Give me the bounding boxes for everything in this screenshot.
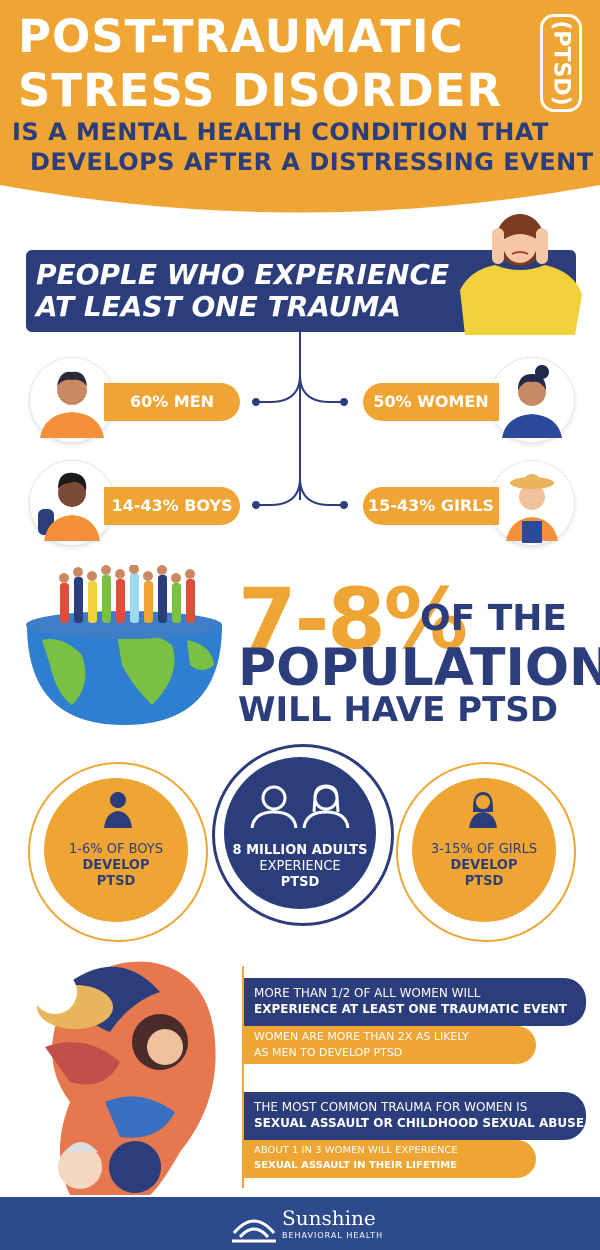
- acronym: (PTSD): [548, 20, 574, 106]
- fact2-line1: WOMEN ARE MORE THAN 2X AS LIKELY: [254, 1030, 469, 1043]
- man-icon: [40, 371, 104, 438]
- man-avatar: [30, 358, 114, 442]
- fact3-box: [244, 1092, 586, 1140]
- stressed-woman-illustration: [460, 214, 582, 335]
- fact3-line2: SEXUAL ASSAULT OR CHILDHOOD SEXUAL ABUSE: [254, 1116, 585, 1130]
- footer-bar: [0, 1197, 600, 1250]
- boy-avatar: [30, 461, 114, 545]
- girl-silhouette-icon: [469, 792, 497, 828]
- fact4-box: [244, 1140, 536, 1178]
- boys-circle-line2: DEVELOP: [82, 858, 150, 873]
- boys-circle-line3: PTSD: [96, 874, 136, 889]
- adults-circle: [224, 757, 376, 909]
- subtitle-line1: IS A MENTAL HEALTH CONDITION THAT: [12, 118, 549, 146]
- adults-icon: [250, 784, 350, 829]
- boy-icon: [38, 472, 100, 541]
- title-line2: STRESS DISORDER: [18, 64, 503, 117]
- girls-circle-line2: DEVELOP: [450, 858, 518, 873]
- boys-stat: 14-43% BOYS: [104, 487, 240, 525]
- fact1-line2: EXPERIENCE AT LEAST ONE TRAUMATIC EVENT: [254, 1002, 567, 1016]
- adults-circle-line2: EXPERIENCE: [259, 859, 341, 874]
- trauma-banner-line1: PEOPLE WHO EXPERIENCE: [36, 258, 450, 291]
- adults-circle-line1: 8 MILLION ADULTS: [232, 843, 368, 858]
- fact4-line1: ABOUT 1 IN 3 WOMEN WILL EXPERIENCE: [254, 1145, 458, 1156]
- girl-avatar: [490, 461, 574, 545]
- girls-circle-line3: PTSD: [464, 874, 504, 889]
- fact4-line2: SEXUAL ASSAULT IN THEIR LIFETIME: [254, 1160, 457, 1171]
- subtitle-line2: DEVELOPS AFTER A DISTRESSING EVENT: [30, 148, 594, 176]
- globe-with-people-illustration: [26, 565, 222, 725]
- girls-circle-line1: 3-15% OF GIRLS: [430, 842, 538, 857]
- sunshine-logo-icon: [232, 1219, 276, 1243]
- women-section-divider: [242, 966, 244, 1188]
- header-background: [0, 0, 600, 213]
- fact1-box: [244, 978, 586, 1026]
- fact2-line2: AS MEN TO DEVELOP PTSD: [254, 1046, 403, 1059]
- women-faces-illustration: [33, 961, 216, 1195]
- population-percent: 7-8%: [238, 570, 468, 668]
- girls-stat: 15-43% GIRLS: [363, 487, 499, 525]
- fact3-line1: THE MOST COMMON TRAUMA FOR WOMEN IS: [254, 1100, 528, 1114]
- population-line2: POPULATION: [238, 638, 600, 698]
- population-of-the: OF THE: [420, 598, 568, 639]
- brand-name: Sunshine: [282, 1206, 376, 1230]
- fact2-box: [244, 1026, 536, 1064]
- adults-circle-line3: PTSD: [280, 875, 320, 890]
- woman-avatar: [490, 358, 574, 442]
- population-line3: WILL HAVE PTSD: [238, 690, 558, 730]
- acronym-box: [540, 14, 582, 112]
- woman-icon: [502, 365, 562, 438]
- women-stat: 50% WOMEN: [363, 383, 499, 421]
- fact1-line1: MORE THAN 1/2 OF ALL WOMEN WILL: [254, 986, 481, 1000]
- men-stat: 60% MEN: [104, 383, 240, 421]
- trauma-banner-line2: AT LEAST ONE TRAUMA: [36, 290, 401, 323]
- brand-subtitle: BEHAVIORAL HEALTH: [282, 1231, 384, 1240]
- girl-icon: [506, 474, 558, 543]
- boy-silhouette-icon: [104, 792, 132, 828]
- title-line1: POST-TRAUMATIC: [18, 10, 464, 63]
- connector-lines: [252, 330, 348, 509]
- boys-circle-line1: 1-6% OF BOYS: [69, 842, 163, 857]
